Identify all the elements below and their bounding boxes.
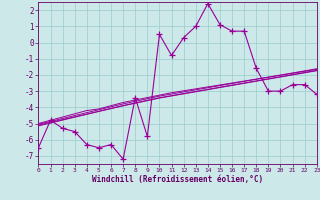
X-axis label: Windchill (Refroidissement éolien,°C): Windchill (Refroidissement éolien,°C) <box>92 175 263 184</box>
